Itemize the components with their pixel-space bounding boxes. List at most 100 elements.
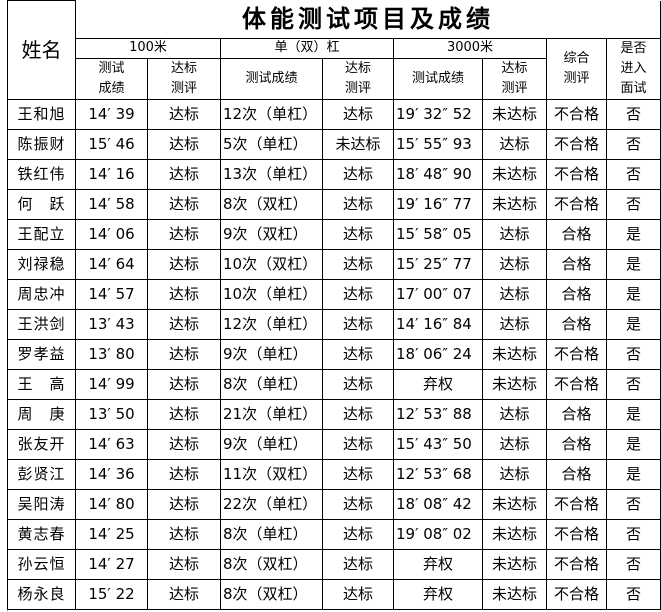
cell-overall: 不合格 xyxy=(546,488,607,520)
cell-run3000-score: 19′ 32″ 52 xyxy=(393,98,483,130)
header-100m: 100米 xyxy=(75,37,221,59)
cell-bar-eval: 达标 xyxy=(322,428,394,460)
cell-run3000-score: 12′ 53″ 68 xyxy=(393,458,483,490)
cell-run3000-score: 18′ 08″ 42 xyxy=(393,488,483,520)
cell-name: 杨永良 xyxy=(7,578,76,610)
cell-overall: 不合格 xyxy=(546,578,607,610)
table-row: 吴阳涛 14′ 80 达标 22次（单杠） 达标 18′ 08″ 42 未达标 不合格否 xyxy=(7,488,661,520)
cell-overall: 不合格 xyxy=(546,518,607,550)
cell-run3000-score: 弃权 xyxy=(393,548,483,580)
table-row: 彭贤江 14′ 36 达标 11次（双杠） 达标 12′ 53″ 68 达标 合格是 xyxy=(7,458,661,490)
cell-interview: 否 xyxy=(606,98,661,130)
cell-run3000-eval: 未达标 xyxy=(482,578,547,610)
cell-run3000-score: 15′ 43″ 50 xyxy=(393,428,483,460)
header-interview: 是否进入面试 xyxy=(606,37,661,100)
cell-run100-eval: 达标 xyxy=(147,338,221,370)
header-3000m: 3000米 xyxy=(393,37,547,59)
cell-interview: 否 xyxy=(606,578,661,610)
cell-bar-score: 8次（单杠） xyxy=(220,518,323,550)
cell-name: 吴阳涛 xyxy=(7,488,76,520)
cell-bar-eval: 达标 xyxy=(322,368,394,400)
cell-run100-eval: 达标 xyxy=(147,578,221,610)
cell-overall: 不合格 xyxy=(546,98,607,130)
results-table: 姓名 体能测试项目及成绩 100米 单（双）杠 3000米 综合测评 是否进入面… xyxy=(7,0,661,610)
cell-run100-score: 14′ 99 xyxy=(75,368,148,400)
cell-run3000-score: 19′ 08″ 02 xyxy=(393,518,483,550)
cell-run3000-eval: 未达标 xyxy=(482,368,547,400)
cell-interview: 是 xyxy=(606,428,661,460)
cell-run100-score: 15′ 22 xyxy=(75,578,148,610)
cell-overall: 合格 xyxy=(546,428,607,460)
cell-name: 彭贤江 xyxy=(7,458,76,490)
cell-bar-eval: 达标 xyxy=(322,188,394,220)
cell-name: 黄志春 xyxy=(7,518,76,550)
table-row: 何 跃 14′ 58 达标 8次（双杠） 达标 19′ 16″ 77 未达标 不合格否 xyxy=(7,188,661,220)
cell-bar-score: 21次（单杠） xyxy=(220,398,323,430)
cell-name: 王和旭 xyxy=(7,98,76,130)
cell-run3000-eval: 达标 xyxy=(482,278,547,310)
cell-run3000-eval: 达标 xyxy=(482,458,547,490)
cell-bar-score: 5次（单杠） xyxy=(220,128,323,160)
cell-run3000-score: 15′ 55″ 93 xyxy=(393,128,483,160)
cell-bar-eval: 达标 xyxy=(322,548,394,580)
cell-bar-eval: 达标 xyxy=(322,488,394,520)
table-row: 陈振财 15′ 46 达标 5次（单杠） 未达标 15′ 55″ 93 达标 不合格否 xyxy=(7,128,661,160)
cell-run3000-eval: 未达标 xyxy=(482,518,547,550)
cell-run3000-eval: 达标 xyxy=(482,308,547,340)
cell-run100-eval: 达标 xyxy=(147,368,221,400)
cell-run100-eval: 达标 xyxy=(147,278,221,310)
cell-name: 王洪剑 xyxy=(7,308,76,340)
cell-interview: 否 xyxy=(606,368,661,400)
table-row: 黄志春 14′ 25 达标 8次（单杠） 达标 19′ 08″ 02 未达标 不合格否 xyxy=(7,518,661,550)
cell-interview: 否 xyxy=(606,338,661,370)
cell-interview: 否 xyxy=(606,488,661,520)
cell-bar-score: 9次（双杠） xyxy=(220,218,323,250)
cell-run100-eval: 达标 xyxy=(147,158,221,190)
cell-run100-score: 15′ 46 xyxy=(75,128,148,160)
cell-overall: 合格 xyxy=(546,398,607,430)
cell-bar-eval: 达标 xyxy=(322,308,394,340)
cell-bar-eval: 达标 xyxy=(322,578,394,610)
cell-bar-eval: 未达标 xyxy=(322,128,394,160)
cell-bar-eval: 达标 xyxy=(322,158,394,190)
cell-bar-score: 9次（单杠） xyxy=(220,338,323,370)
cell-run100-eval: 达标 xyxy=(147,248,221,280)
cell-bar-eval: 达标 xyxy=(322,278,394,310)
header-bar-eval: 达标测评 xyxy=(322,57,394,100)
cell-overall: 不合格 xyxy=(546,188,607,220)
cell-bar-score: 10次（双杠） xyxy=(220,248,323,280)
cell-run100-score: 14′ 27 xyxy=(75,548,148,580)
cell-run3000-eval: 未达标 xyxy=(482,488,547,520)
cell-bar-score: 10次（单杠） xyxy=(220,278,323,310)
cell-run3000-score: 弃权 xyxy=(393,578,483,610)
cell-run100-score: 13′ 80 xyxy=(75,338,148,370)
cell-run100-eval: 达标 xyxy=(147,398,221,430)
cell-run100-score: 14′ 64 xyxy=(75,248,148,280)
cell-name: 周忠冲 xyxy=(7,278,76,310)
header-bar: 单（双）杠 xyxy=(220,37,394,59)
cell-run3000-score: 弃权 xyxy=(393,368,483,400)
cell-overall: 合格 xyxy=(546,278,607,310)
cell-bar-eval: 达标 xyxy=(322,338,394,370)
cell-run100-eval: 达标 xyxy=(147,458,221,490)
cell-name: 陈振财 xyxy=(7,128,76,160)
cell-run3000-score: 15′ 58″ 05 xyxy=(393,218,483,250)
cell-bar-score: 8次（单杠） xyxy=(220,368,323,400)
cell-name: 何 跃 xyxy=(7,188,76,220)
header-bar-score: 测试成绩 xyxy=(220,57,323,100)
cell-run100-score: 14′ 16 xyxy=(75,158,148,190)
cell-interview: 否 xyxy=(606,518,661,550)
cell-run100-eval: 达标 xyxy=(147,98,221,130)
cell-bar-eval: 达标 xyxy=(322,398,394,430)
cell-name: 罗孝益 xyxy=(7,338,76,370)
cell-interview: 是 xyxy=(606,398,661,430)
cell-run100-eval: 达标 xyxy=(147,488,221,520)
cell-overall: 合格 xyxy=(546,308,607,340)
cell-name: 周 庚 xyxy=(7,398,76,430)
cell-bar-score: 22次（单杠） xyxy=(220,488,323,520)
cell-run100-eval: 达标 xyxy=(147,218,221,250)
page-title: 体能测试项目及成绩 xyxy=(75,0,661,39)
cell-overall: 不合格 xyxy=(546,368,607,400)
cell-run100-score: 14′ 80 xyxy=(75,488,148,520)
cell-overall: 合格 xyxy=(546,248,607,280)
